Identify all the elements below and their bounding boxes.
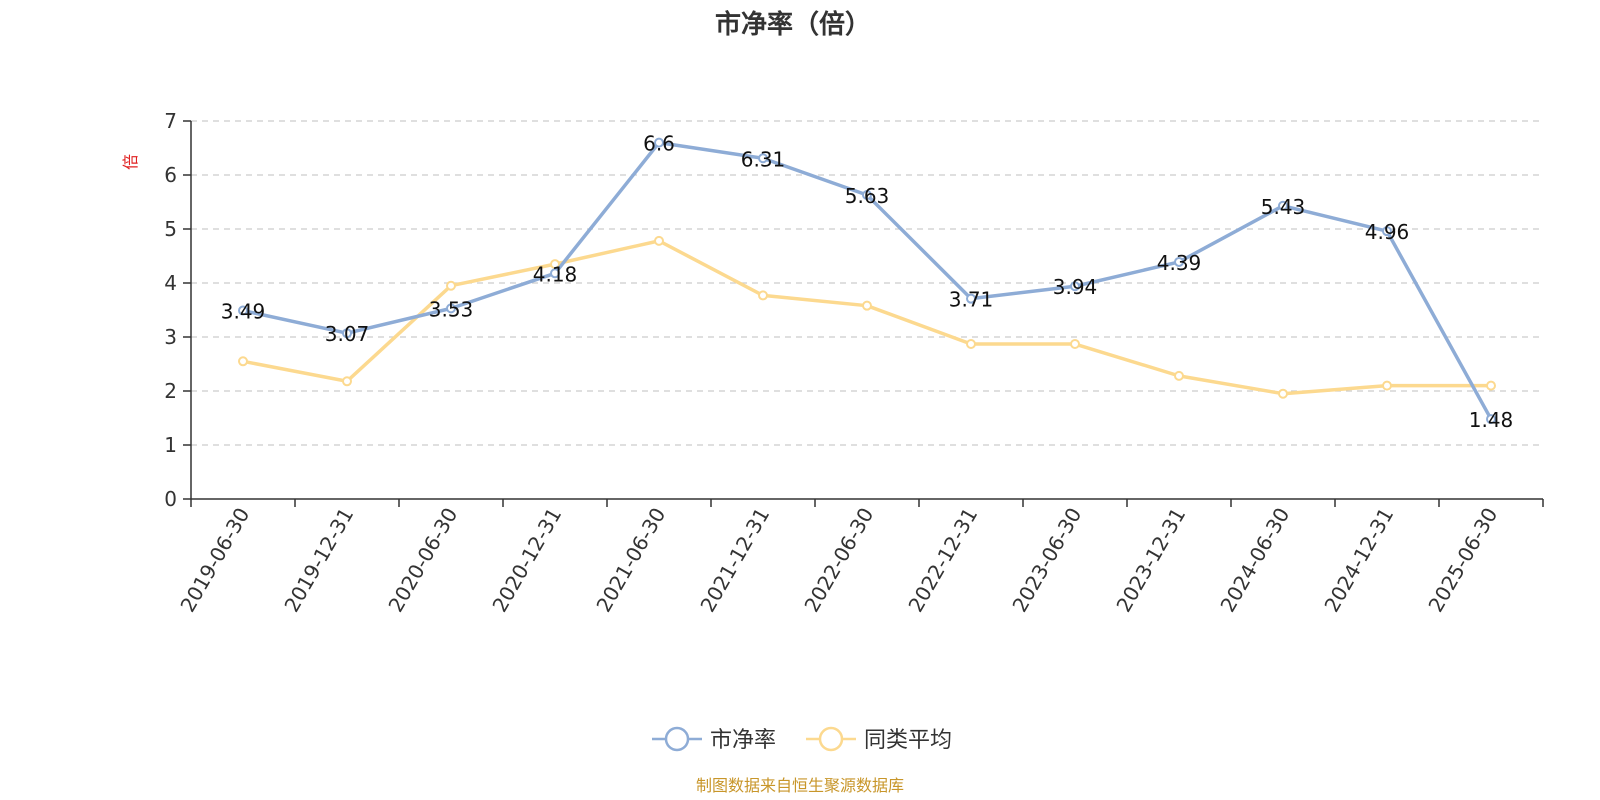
x-tick-label: 2023-12-31 <box>1111 504 1190 617</box>
y-tick-label: 1 <box>164 433 177 457</box>
x-tick-label: 2022-12-31 <box>903 504 982 617</box>
x-tick-label: 2024-12-31 <box>1319 504 1398 617</box>
legend-item-0[interactable]: 市净率 <box>652 726 776 753</box>
chart-title: 市净率（倍） <box>715 9 871 40</box>
legend-marker <box>664 726 690 752</box>
y-tick-label: 0 <box>164 487 177 511</box>
data-point[interactable] <box>1174 256 1184 267</box>
source-note: 制图数据来自恒生聚源数据库 <box>696 776 904 795</box>
legend-label: 同类平均 <box>864 728 952 753</box>
data-label: 1.48 <box>1469 408 1514 432</box>
grid-lines <box>191 120 1543 446</box>
y-axis-ticks: 0 1 2 3 4 5 6 7 <box>164 109 191 511</box>
data-point[interactable] <box>1382 380 1392 391</box>
x-tick-label: 2020-12-31 <box>487 504 566 617</box>
data-label: 4.39 <box>1157 251 1202 275</box>
data-label: 5.63 <box>845 184 890 208</box>
y-tick-label: 4 <box>164 271 177 295</box>
data-point[interactable] <box>1278 388 1288 399</box>
data-point[interactable] <box>966 293 976 304</box>
data-label: 3.49 <box>221 300 266 324</box>
data-point[interactable] <box>1278 200 1288 211</box>
axes <box>190 121 1543 500</box>
data-point[interactable] <box>550 259 560 270</box>
data-point[interactable] <box>966 339 976 350</box>
data-label: 3.53 <box>429 297 474 321</box>
data-labels: 3.49 3.07 3.53 4.18 6.6 6.31 5.63 3.71 3.94 4.39 5… <box>221 132 1514 432</box>
data-point[interactable] <box>446 280 456 291</box>
data-label: 4.96 <box>1365 220 1410 244</box>
data-point[interactable] <box>758 290 768 301</box>
x-tick-label: 2021-06-30 <box>591 504 670 617</box>
data-label: 6.31 <box>741 147 786 171</box>
legend-label: 市净率 <box>710 728 776 753</box>
data-point[interactable] <box>1382 226 1392 237</box>
x-tick-label: 2019-12-31 <box>279 504 358 617</box>
data-point[interactable] <box>238 356 248 367</box>
y-axis-unit-label: 倍 <box>121 154 140 170</box>
data-label: 3.94 <box>1053 275 1098 299</box>
x-tick-label: 2022-06-30 <box>799 504 878 617</box>
x-tick-label: 2021-12-31 <box>695 504 774 617</box>
data-point[interactable] <box>1174 370 1184 381</box>
x-tick-label: 2023-06-30 <box>1007 504 1086 617</box>
data-point[interactable] <box>238 305 248 316</box>
data-point[interactable] <box>1486 380 1496 391</box>
legend-item-1[interactable]: 同类平均 <box>806 726 952 753</box>
data-point[interactable] <box>342 376 352 387</box>
y-tick-label: 7 <box>164 109 177 133</box>
data-point[interactable] <box>862 300 872 311</box>
data-label: 3.07 <box>325 322 370 346</box>
data-point[interactable] <box>654 137 664 148</box>
x-tick-label: 2025-06-30 <box>1423 504 1502 617</box>
data-point[interactable] <box>862 189 872 200</box>
y-tick-label: 5 <box>164 217 177 241</box>
data-point[interactable] <box>550 268 560 279</box>
y-tick-label: 6 <box>164 163 177 187</box>
data-label: 5.43 <box>1261 195 1306 219</box>
data-point[interactable] <box>758 153 768 164</box>
x-axis-ticks: 2019-06-30 2019-12-31 2020-06-30 2020-12-31… <box>175 499 1544 617</box>
y-tick-label: 2 <box>164 379 177 403</box>
series-0 <box>238 137 1496 425</box>
x-tick-label: 2020-06-30 <box>383 504 462 617</box>
data-point[interactable] <box>1070 339 1080 350</box>
x-tick-label: 2019-06-30 <box>175 504 254 617</box>
data-point[interactable] <box>1070 281 1080 292</box>
series-1 <box>238 235 1496 399</box>
data-point[interactable] <box>446 303 456 314</box>
legend[interactable]: 市净率 同类平均 <box>652 726 952 753</box>
data-label: 4.18 <box>533 262 578 286</box>
data-point[interactable] <box>342 328 352 339</box>
series-lines <box>238 137 1496 425</box>
y-tick-label: 3 <box>164 325 177 349</box>
data-point[interactable] <box>654 235 664 246</box>
legend-marker <box>818 726 844 752</box>
data-point[interactable] <box>1486 414 1496 425</box>
data-label: 3.71 <box>949 288 994 312</box>
x-tick-label: 2024-06-30 <box>1215 504 1294 617</box>
data-label: 6.6 <box>643 132 675 156</box>
